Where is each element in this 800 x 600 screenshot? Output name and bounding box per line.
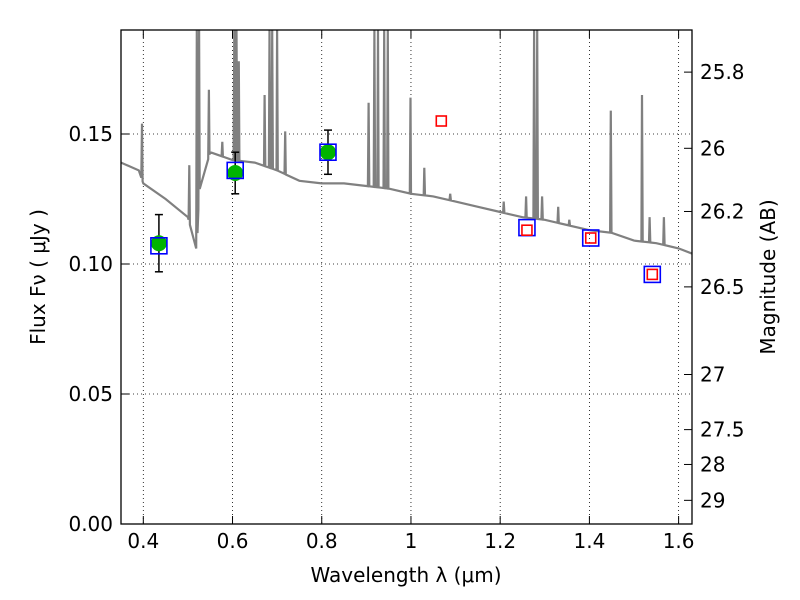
x-tick-label: 0.8 [306, 529, 338, 553]
right-tick-label: 29 [700, 488, 725, 512]
plot-frame [120, 29, 693, 525]
data-point-square [646, 268, 659, 281]
model-spectrum-line [121, 30, 692, 255]
data-point-square [581, 229, 600, 247]
data-point-square [226, 161, 244, 180]
data-point-circle [319, 144, 336, 161]
ticks: 0.4 0.6 0.8 1 1.2 1.4 1.6 0.00 0.05 0.10 0.15 25.8 2… [68, 30, 745, 553]
y-axis-label: Flux Fν ( μJy ) [26, 209, 50, 345]
data-point-square [584, 232, 597, 244]
x-tick-label: 0.6 [217, 529, 249, 553]
right-tick-label: 27.5 [700, 418, 745, 442]
x-tick-label: 1.2 [484, 529, 516, 553]
x-tick-label: 1.4 [573, 529, 605, 553]
markers [150, 115, 662, 284]
x-tick-label: 1.6 [663, 529, 695, 553]
y-tick-label: 0.15 [68, 122, 113, 146]
data-point-square [643, 265, 662, 284]
data-point-square [521, 224, 533, 236]
y-tick-label: 0.00 [68, 512, 113, 536]
right-tick-label: 28 [700, 452, 725, 476]
data-point-square [319, 143, 337, 161]
x-tick-label: 1 [405, 529, 418, 553]
x-axis-label: Wavelength λ (μm) [310, 563, 501, 587]
y-tick-label: 0.10 [68, 252, 113, 276]
right-tick-label: 26 [700, 136, 725, 160]
right-tick-label: 26.2 [700, 199, 745, 223]
right-tick-label: 27 [700, 363, 725, 387]
right-tick-label: 25.8 [700, 60, 745, 84]
data-point-square [435, 115, 448, 127]
grid-lines [121, 30, 692, 525]
right-axis-label: Magnitude (AB) [756, 199, 780, 354]
model-spectrum [121, 30, 692, 255]
right-tick-label: 26.5 [700, 275, 745, 299]
x-tick-label: 0.4 [127, 529, 159, 553]
data-point-square [150, 237, 168, 255]
y-tick-label: 0.05 [68, 382, 113, 406]
